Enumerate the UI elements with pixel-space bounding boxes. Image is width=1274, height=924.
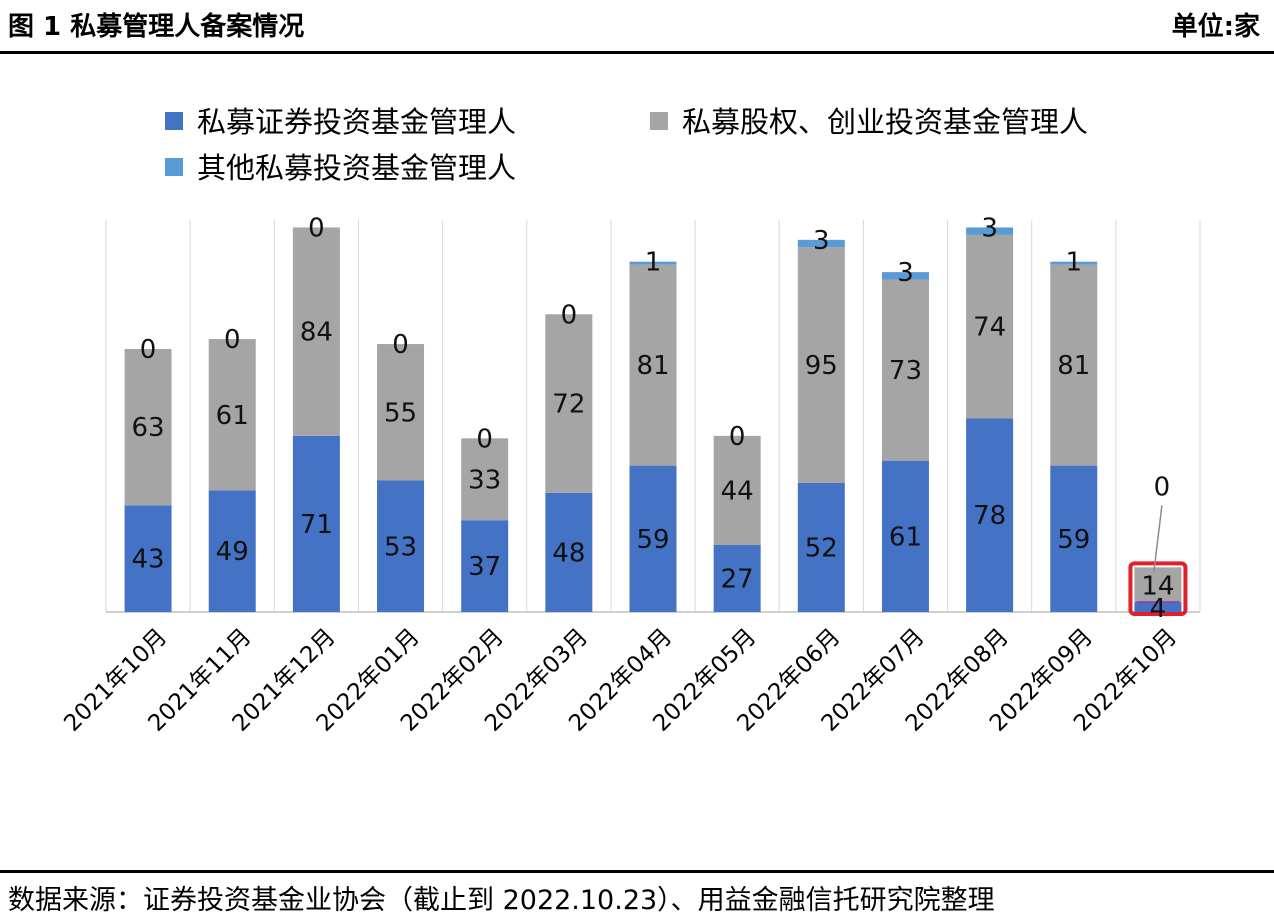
data-label: 33 <box>468 465 501 495</box>
data-label: 44 <box>721 476 754 506</box>
data-label: 14 <box>1141 572 1174 602</box>
grid-lines <box>105 220 1201 613</box>
data-label: 53 <box>384 532 417 562</box>
data-label: 0 <box>1154 472 1171 502</box>
data-label: 0 <box>476 424 493 454</box>
data-label: 4 <box>1150 594 1167 624</box>
bar-segment-3 <box>966 227 1014 235</box>
data-label: 81 <box>636 351 669 381</box>
bar-segment-2 <box>461 438 509 521</box>
data-label: 27 <box>721 565 754 595</box>
data-labels: 4363049610718405355037330487205981127440… <box>132 213 1175 624</box>
bar-segment-1 <box>797 482 845 612</box>
legend-swatch-3 <box>165 158 183 176</box>
highlight-box <box>1128 561 1188 616</box>
bar-segment-1 <box>966 418 1014 612</box>
bar-segment-2 <box>545 314 593 493</box>
data-label: 74 <box>973 313 1006 343</box>
bar-segment-2 <box>292 227 340 436</box>
bar-segment-2 <box>1050 264 1098 466</box>
x-axis-labels: 2021年10月2021年11月2021年12月2022年01月2022年02月… <box>59 624 1182 737</box>
data-label: 63 <box>132 413 165 443</box>
bar-segment-1 <box>1050 465 1098 612</box>
bar-segment-2 <box>881 279 929 461</box>
data-label: 0 <box>224 325 241 355</box>
data-label: 3 <box>897 258 914 288</box>
bar-segment-3 <box>629 261 677 265</box>
legend-swatch-1 <box>165 112 183 130</box>
data-label: 48 <box>552 538 585 568</box>
bar-segment-1 <box>377 480 425 612</box>
data-label: 1 <box>1065 248 1082 278</box>
source-note: 数据来源：证券投资基金业协会（截止到 2022.10.23）、用益金融信托研究院… <box>8 885 995 916</box>
data-label: 49 <box>216 537 249 567</box>
bars <box>124 227 1188 616</box>
bar-segment-3 <box>1050 261 1098 265</box>
data-label: 37 <box>468 552 501 582</box>
legend-label-1: 私募证券投资基金管理人 <box>197 105 516 139</box>
data-label: 52 <box>805 533 838 563</box>
footer-rule <box>0 870 1274 873</box>
label-leader-line <box>1153 505 1163 572</box>
data-label: 95 <box>805 351 838 381</box>
data-label: 59 <box>1057 525 1090 555</box>
data-label: 3 <box>981 213 998 243</box>
data-label: 0 <box>561 300 578 330</box>
bar-segment-2 <box>208 339 256 491</box>
data-label: 71 <box>300 510 333 540</box>
data-label: 73 <box>889 356 922 386</box>
bar-segment-1 <box>881 460 929 612</box>
data-label: 3 <box>813 226 830 256</box>
bar-segment-1 <box>629 465 677 612</box>
bar-segment-2 <box>1134 567 1182 603</box>
data-label: 59 <box>636 525 669 555</box>
data-label: 43 <box>132 545 165 575</box>
legend-swatch-2 <box>650 112 668 130</box>
legend-label-3: 其他私募投资基金管理人 <box>197 151 516 185</box>
data-label: 1 <box>645 248 662 278</box>
data-label: 61 <box>216 401 249 431</box>
legend-label-2: 私募股权、创业投资基金管理人 <box>682 105 1088 139</box>
bar-segment-3 <box>881 272 929 280</box>
bar-segment-1 <box>292 435 340 612</box>
bar-segment-1 <box>124 505 172 612</box>
header-rule <box>0 51 1274 54</box>
data-label: 72 <box>552 390 585 420</box>
data-label: 61 <box>889 522 922 552</box>
bar-segment-2 <box>377 344 425 481</box>
data-label: 0 <box>729 422 746 452</box>
data-label: 0 <box>140 335 157 365</box>
bar-segment-2 <box>966 234 1014 419</box>
bar-segment-1 <box>545 492 593 612</box>
bar-segment-2 <box>713 435 761 546</box>
data-label: 55 <box>384 398 417 428</box>
data-label: 78 <box>973 501 1006 531</box>
bar-segment-3 <box>797 239 845 248</box>
chart-header: 图 1 私募管理人备案情况 单位:家 <box>0 0 1274 52</box>
bar-segment-1 <box>1134 602 1182 612</box>
unit-label: 单位:家 <box>1171 12 1260 42</box>
bar-segment-1 <box>461 520 509 612</box>
data-label: 84 <box>300 318 333 348</box>
bar-segment-1 <box>713 545 761 612</box>
chart-title: 图 1 私募管理人备案情况 <box>8 12 305 42</box>
bar-segment-2 <box>629 264 677 466</box>
bar-segment-1 <box>208 490 256 612</box>
data-label: 81 <box>1057 351 1090 381</box>
data-label: 0 <box>392 330 409 360</box>
bar-segment-2 <box>797 247 845 483</box>
bar-segment-2 <box>124 349 172 506</box>
data-label: 0 <box>308 213 325 243</box>
